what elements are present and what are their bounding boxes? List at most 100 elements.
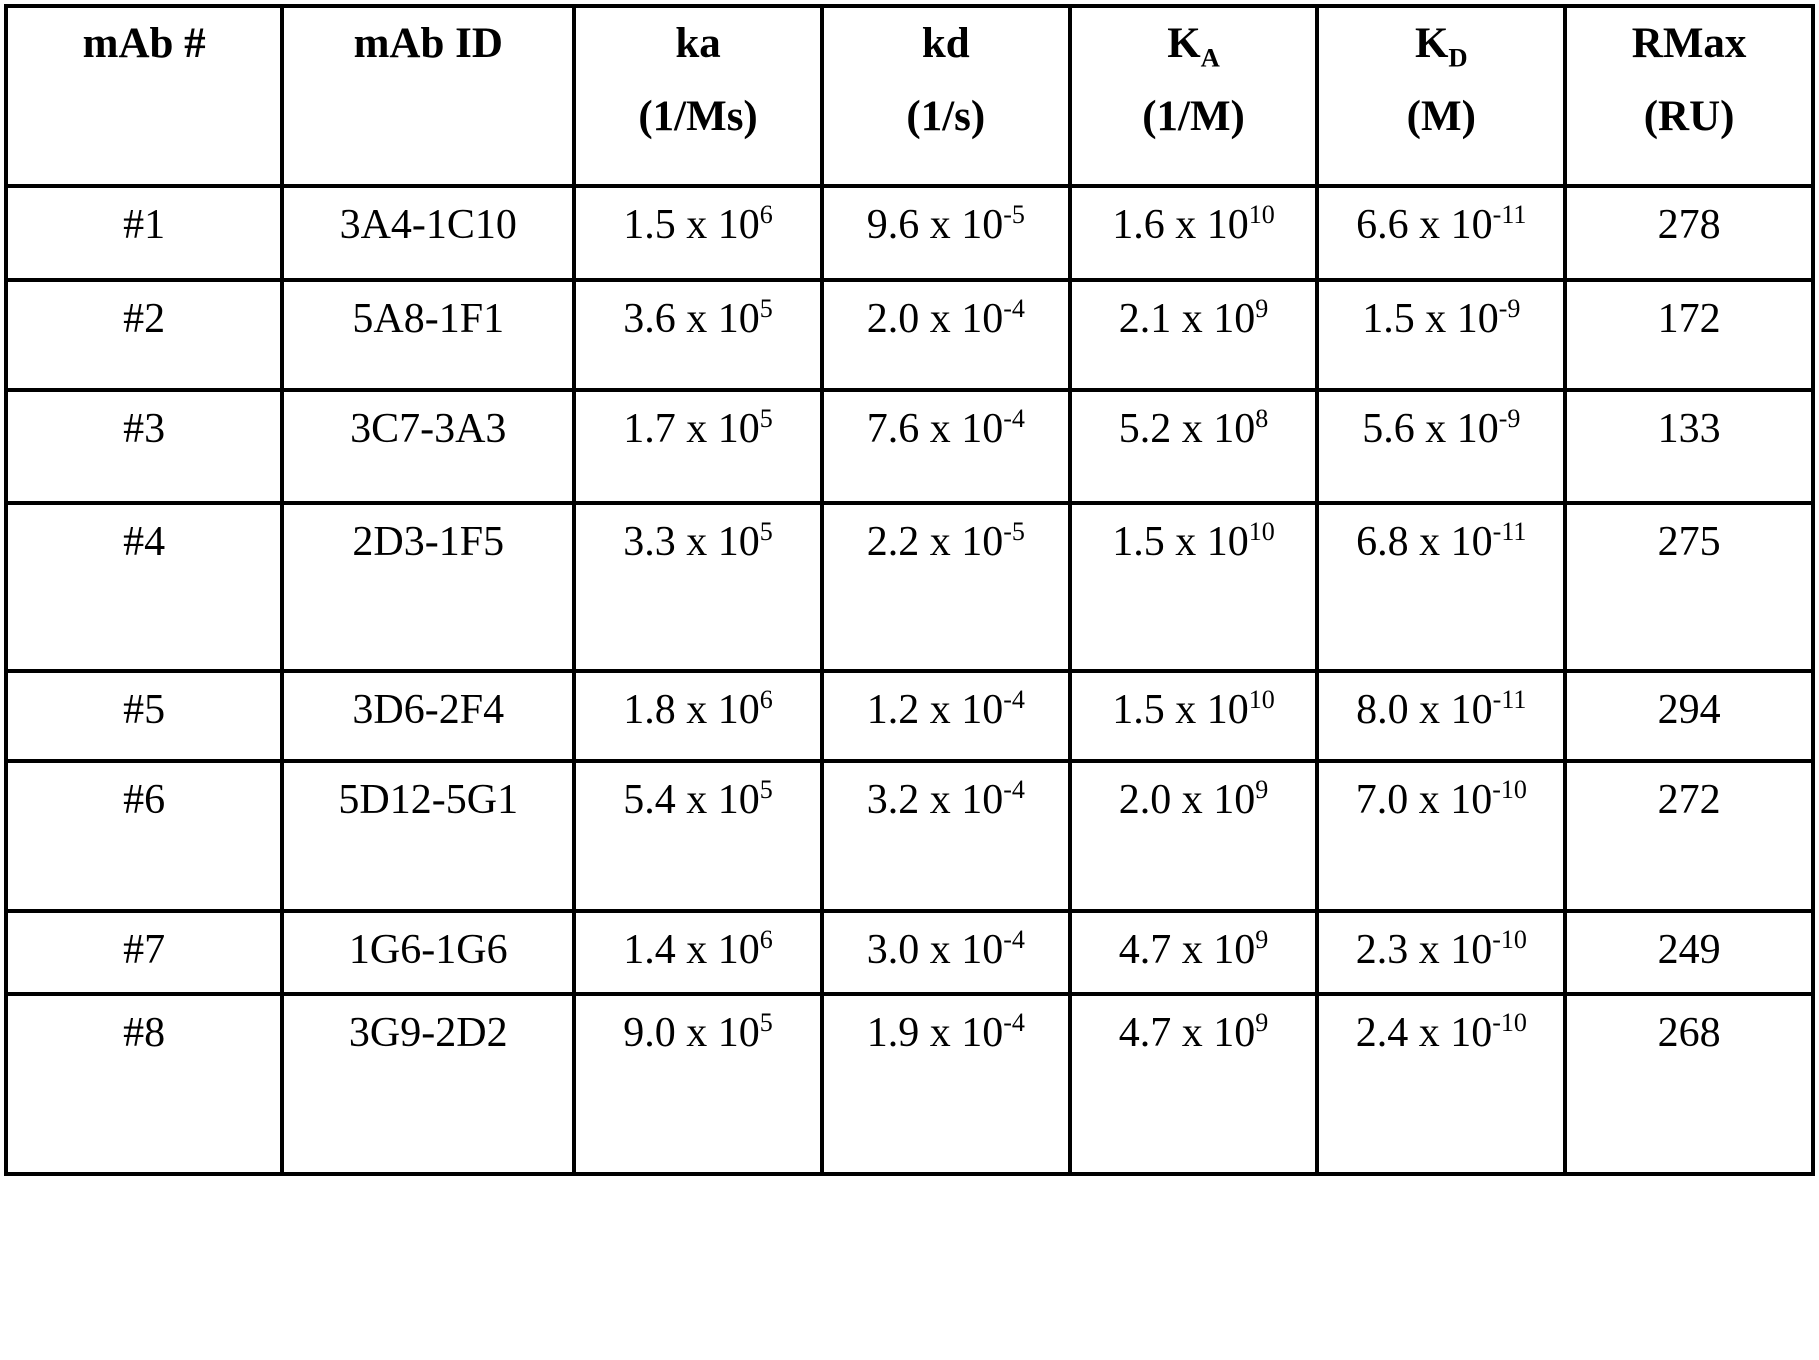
kd-value: 2.0 x 10-4: [867, 296, 1025, 342]
cell-mab-id: 2D3-1F5: [282, 503, 574, 671]
cell-ka-affinity: 4.7 x 109: [1070, 994, 1318, 1174]
exponent: -4: [1003, 404, 1025, 433]
cell-kd-dissociation: 1.5 x 10-9: [1317, 280, 1565, 390]
rmax-value: 278: [1658, 202, 1721, 248]
mab-id-value: 3A4-1C10: [340, 202, 517, 248]
exponent: -9: [1499, 404, 1521, 433]
ka-value: 3.6 x 105: [623, 296, 773, 342]
cell-ka: 1.7 x 105: [574, 390, 822, 503]
KD-value: 7.0 x 10-10: [1356, 777, 1527, 823]
column-header-ka: ka (1/Ms): [574, 6, 822, 186]
exponent: -4: [1003, 1008, 1025, 1037]
KA-value: 1.5 x 1010: [1112, 519, 1275, 565]
cell-ka: 9.0 x 105: [574, 994, 822, 1174]
mantissa: 1.5 x 10: [1362, 296, 1499, 342]
header-subscript: A: [1201, 43, 1220, 73]
exponent: 5: [760, 404, 773, 433]
KA-value: 1.6 x 1010: [1112, 202, 1275, 248]
header-units-line2: (1/s): [824, 95, 1068, 138]
exponent: 9: [1255, 775, 1268, 804]
mantissa: 6.6 x 10: [1356, 202, 1493, 248]
exponent: 5: [760, 294, 773, 323]
cell-kd: 1.9 x 10-4: [822, 994, 1070, 1174]
mantissa: 3.6 x 10: [623, 296, 760, 342]
exponent: 8: [1255, 404, 1268, 433]
KA-value: 2.1 x 109: [1119, 296, 1269, 342]
table-row: #6 5D12-5G1 5.4 x 105 3.2 x 10-4 2.0 x 1…: [6, 761, 1813, 911]
header-label-line1: mAb ID: [284, 22, 572, 65]
cell-ka: 1.4 x 106: [574, 911, 822, 994]
mantissa: 1.8 x 10: [623, 687, 760, 733]
table-row: #8 3G9-2D2 9.0 x 105 1.9 x 10-4 4.7 x 10…: [6, 994, 1813, 1174]
table-row: #2 5A8-1F1 3.6 x 105 2.0 x 10-4 2.1 x 10…: [6, 280, 1813, 390]
header-units-line2: (RU): [1567, 95, 1811, 138]
header-label-line1: ka: [576, 22, 820, 65]
mantissa: 9.0 x 10: [623, 1010, 760, 1056]
ka-value: 5.4 x 105: [623, 777, 773, 823]
exponent: -9: [1499, 294, 1521, 323]
mab-id-value: 3C7-3A3: [350, 406, 506, 452]
column-header-mab-num: mAb #: [6, 6, 282, 186]
exponent: -4: [1003, 685, 1025, 714]
exponent: -11: [1493, 517, 1527, 546]
ka-value: 3.3 x 105: [623, 519, 773, 565]
mab-id-value: 3D6-2F4: [352, 687, 504, 733]
table-row: #1 3A4-1C10 1.5 x 106 9.6 x 10-5 1.6 x 1…: [6, 186, 1813, 280]
exponent: 9: [1255, 925, 1268, 954]
cell-ka-affinity: 4.7 x 109: [1070, 911, 1318, 994]
exponent: 5: [760, 1008, 773, 1037]
rmax-value: 275: [1658, 519, 1721, 565]
exponent: -5: [1003, 200, 1025, 229]
cell-rmax: 133: [1565, 390, 1813, 503]
column-header-ka-affinity: KA (1/M): [1070, 6, 1318, 186]
mantissa: 1.5 x 10: [1112, 519, 1249, 565]
rmax-value: 272: [1658, 777, 1721, 823]
cell-mab-num: #5: [6, 671, 282, 761]
exponent: -10: [1492, 775, 1527, 804]
KD-value: 1.5 x 10-9: [1362, 296, 1520, 342]
header-subscript: D: [1448, 43, 1467, 73]
mantissa: 2.0 x 10: [867, 296, 1004, 342]
cell-mab-id: 3G9-2D2: [282, 994, 574, 1174]
header-symbol: K: [1415, 20, 1448, 67]
cell-mab-num: #4: [6, 503, 282, 671]
mab-id-value: 5D12-5G1: [338, 777, 518, 823]
exponent: 9: [1255, 294, 1268, 323]
mantissa: 2.3 x 10: [1356, 927, 1493, 973]
exponent: -10: [1492, 925, 1527, 954]
cell-mab-num: #6: [6, 761, 282, 911]
KA-value: 5.2 x 108: [1119, 406, 1269, 452]
mab-number-value: #2: [123, 296, 165, 342]
mantissa: 1.7 x 10: [623, 406, 760, 452]
cell-mab-id: 3C7-3A3: [282, 390, 574, 503]
cell-ka-affinity: 1.6 x 1010: [1070, 186, 1318, 280]
header-units-line2: (1/Ms): [576, 95, 820, 138]
antibody-kinetics-table: mAb # mAb ID ka (1/Ms) kd (1/s) KA (1/M)…: [4, 4, 1815, 1176]
cell-mab-num: #1: [6, 186, 282, 280]
kd-value: 2.2 x 10-5: [867, 519, 1025, 565]
mantissa: 1.5 x 10: [623, 202, 760, 248]
mab-id-value: 1G6-1G6: [349, 927, 508, 973]
cell-mab-id: 5D12-5G1: [282, 761, 574, 911]
cell-ka-affinity: 5.2 x 108: [1070, 390, 1318, 503]
mab-id-value: 3G9-2D2: [349, 1010, 508, 1056]
cell-kd: 2.2 x 10-5: [822, 503, 1070, 671]
kd-value: 9.6 x 10-5: [867, 202, 1025, 248]
exponent: 5: [760, 517, 773, 546]
cell-mab-num: #8: [6, 994, 282, 1174]
mab-number-value: #6: [123, 777, 165, 823]
mab-number-value: #4: [123, 519, 165, 565]
cell-kd-dissociation: 8.0 x 10-11: [1317, 671, 1565, 761]
cell-rmax: 278: [1565, 186, 1813, 280]
mantissa: 1.4 x 10: [623, 927, 760, 973]
mantissa: 2.2 x 10: [867, 519, 1004, 565]
mantissa: 5.4 x 10: [623, 777, 760, 823]
table-header-row: mAb # mAb ID ka (1/Ms) kd (1/s) KA (1/M)…: [6, 6, 1813, 186]
mantissa: 1.9 x 10: [867, 1010, 1004, 1056]
cell-mab-num: #2: [6, 280, 282, 390]
cell-rmax: 268: [1565, 994, 1813, 1174]
cell-ka-affinity: 2.1 x 109: [1070, 280, 1318, 390]
mantissa: 1.2 x 10: [867, 687, 1004, 733]
mab-id-value: 5A8-1F1: [352, 296, 504, 342]
mab-number-value: #1: [123, 202, 165, 248]
